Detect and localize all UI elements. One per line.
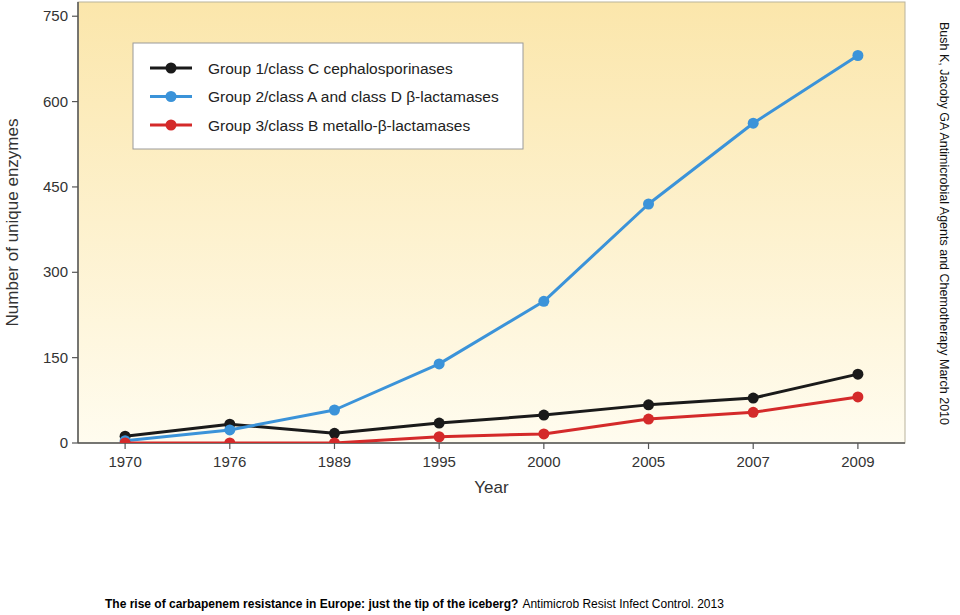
caption-source: Antimicrob Resist Infect Control. 2013 [522, 597, 724, 611]
x-tick [648, 443, 649, 449]
y-tick-label: 300 [43, 263, 68, 280]
y-axis-label: Number of unique enzymes [3, 119, 22, 327]
marker [329, 438, 340, 444]
marker [329, 404, 340, 415]
marker [329, 428, 340, 439]
y-tick [72, 16, 78, 17]
legend: Group 1/class C cephalosporinases Group 2… [133, 43, 523, 149]
caption: The rise of carbapenem resistance in Eur… [105, 597, 724, 611]
marker [643, 199, 654, 210]
x-tick-label: 2007 [737, 453, 770, 470]
marker [538, 410, 549, 421]
marker [852, 369, 863, 380]
chart: 0 150 300 450 600 750 1970 1976 1989 1995 2000 2005… [0, 0, 960, 615]
y-tick-label: 0 [60, 434, 68, 451]
x-tick-label: 1989 [318, 453, 351, 470]
caption-title: The rise of carbapenem resistance in Eur… [105, 597, 518, 611]
y-tick [72, 186, 78, 187]
y-tick-label: 600 [43, 93, 68, 110]
y-tick [72, 101, 78, 102]
marker [748, 393, 759, 404]
x-tick-label: 2000 [527, 453, 560, 470]
marker [224, 424, 235, 435]
marker [434, 358, 445, 369]
legend-marker [166, 120, 177, 131]
x-tick [857, 443, 858, 449]
marker [643, 399, 654, 410]
x-tick-label: 1976 [213, 453, 246, 470]
x-tick-label: 1995 [422, 453, 455, 470]
legend-label: Group 2/class A and class D β-lactamases [208, 88, 499, 105]
series-line [125, 374, 858, 436]
x-tick [543, 443, 544, 449]
y-tick-label: 750 [43, 7, 68, 24]
legend-marker [166, 91, 177, 102]
x-tick-label: 2009 [841, 453, 874, 470]
y-tick-label: 150 [43, 349, 68, 366]
y-tick [72, 442, 78, 443]
x-tick [753, 443, 754, 449]
y-tick [72, 272, 78, 273]
x-tick-label: 2005 [632, 453, 665, 470]
marker [224, 438, 235, 444]
series-line [125, 397, 858, 443]
legend-box [133, 43, 523, 149]
x-tick [334, 443, 335, 449]
marker [748, 118, 759, 129]
marker [538, 296, 549, 307]
source-credit: Bush K, Jacoby GA Antimicrobial Agents a… [937, 22, 951, 425]
marker [643, 414, 654, 425]
x-tick [229, 443, 230, 449]
x-tick-label: 1970 [108, 453, 141, 470]
marker [852, 391, 863, 402]
y-axis [77, 2, 79, 443]
marker [748, 407, 759, 418]
legend-marker [166, 63, 177, 74]
marker [538, 428, 549, 439]
marker [852, 50, 863, 61]
y-tick-label: 450 [43, 178, 68, 195]
marker [434, 418, 445, 429]
legend-label: Group 1/class C cephalosporinases [208, 60, 453, 77]
marker [120, 438, 131, 444]
marker [434, 431, 445, 442]
legend-label: Group 3/class B metallo-β-lactamases [208, 117, 470, 134]
plot-area [78, 2, 905, 443]
y-tick [72, 357, 78, 358]
x-tick [125, 443, 126, 449]
x-axis-label: Year [474, 478, 509, 497]
x-tick [439, 443, 440, 449]
